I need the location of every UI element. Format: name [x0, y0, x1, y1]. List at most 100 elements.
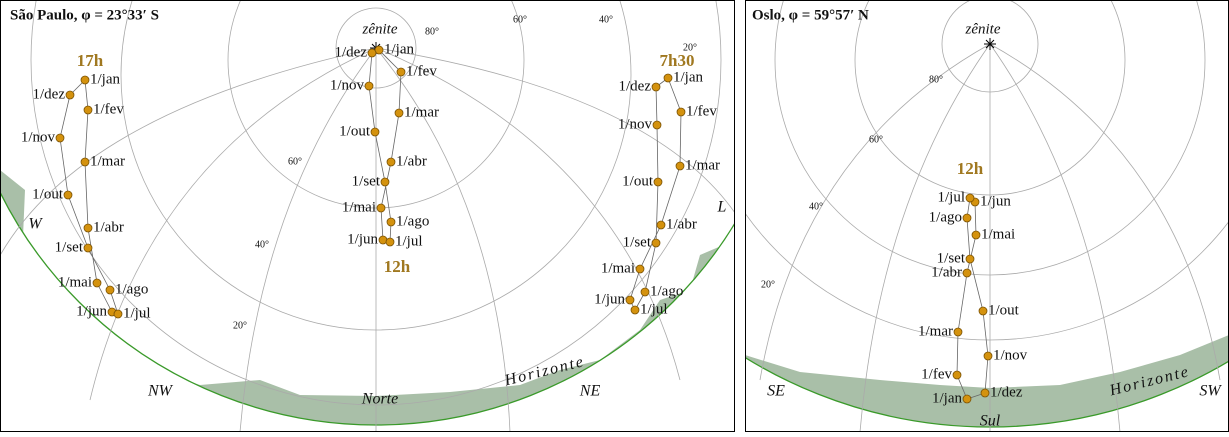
date-label: 1/set — [937, 250, 966, 266]
date-label: 1/dez — [990, 384, 1023, 400]
date-label: 1/out — [622, 173, 654, 189]
date-label: 1/abr — [666, 216, 697, 232]
sun-position — [978, 306, 988, 316]
altitude-label: 60° — [288, 156, 302, 167]
sun-position — [653, 177, 663, 187]
time-label: 17h — [77, 51, 104, 70]
panel-right — [745, 0, 1229, 432]
date-label: 1/dez — [619, 78, 652, 94]
altitude-label: 20° — [233, 320, 247, 331]
sun-position — [953, 327, 963, 337]
date-label: 1/set — [623, 234, 652, 250]
sun-position — [962, 268, 972, 278]
sun-position — [635, 264, 645, 274]
date-label: 1/out — [32, 186, 64, 202]
sun-position — [55, 133, 65, 143]
time-label: 7h30 — [660, 51, 695, 70]
sun-position — [962, 213, 972, 223]
date-label: 1/jan — [384, 41, 414, 57]
altitude-label: 40° — [255, 239, 269, 250]
sun-position — [83, 243, 93, 253]
altitude-label: 80° — [929, 74, 943, 85]
date-label: 1/abr — [93, 219, 124, 235]
sun-position — [364, 81, 374, 91]
direction-label: L — [717, 199, 727, 216]
date-label: 1/mai — [601, 260, 635, 276]
sun-position — [370, 127, 380, 137]
sun-position — [675, 161, 685, 171]
date-label: 1/fev — [406, 63, 437, 79]
sun-position — [92, 278, 102, 288]
sun-position — [380, 177, 390, 187]
direction-label: SW — [1199, 383, 1222, 400]
sun-position — [367, 48, 377, 58]
date-label: 1/abr — [396, 153, 427, 169]
sun-position — [65, 90, 75, 100]
sun-position — [625, 295, 635, 305]
date-label: 1/jul — [395, 233, 423, 249]
sun-position — [113, 309, 123, 319]
sun-position — [630, 305, 640, 315]
sun-position — [656, 220, 666, 230]
date-label: 1/mai — [58, 274, 92, 290]
date-label: 1/out — [988, 302, 1020, 318]
date-label: 1/set — [55, 239, 84, 255]
date-label: 1/jun — [594, 291, 625, 307]
date-label: 1/jul — [123, 305, 151, 321]
sun-position — [396, 67, 406, 77]
date-label: 1/jan — [673, 69, 703, 85]
sun-position — [640, 287, 650, 297]
sun-position — [63, 190, 73, 200]
sun-position — [651, 82, 661, 92]
date-label: 1/jun — [347, 231, 378, 247]
date-label: 1/mai — [981, 226, 1015, 242]
date-label: 1/ago — [929, 209, 962, 225]
date-label: 1/dez — [335, 44, 368, 60]
content: São Paulo, φ = 23°33′ SzêniteHorizonte80… — [10, 7, 1222, 429]
sun-position — [676, 107, 686, 117]
sun-position — [83, 223, 93, 233]
zenith-label: zênite — [965, 21, 1001, 37]
date-label: 1/nov — [993, 347, 1028, 363]
altitude-label: 20° — [683, 42, 697, 53]
sun-position — [386, 157, 396, 167]
date-label: 1/nov — [330, 77, 365, 93]
direction-label: W — [28, 216, 43, 233]
sun-position — [80, 75, 90, 85]
time-label: 12h — [957, 159, 984, 178]
date-label: 1/set — [352, 173, 381, 189]
date-label: 1/jan — [90, 71, 120, 87]
direction-label: SE — [767, 383, 785, 400]
sun-position — [105, 285, 115, 295]
sun-position — [394, 108, 404, 118]
sun-position — [83, 105, 93, 115]
sun-position — [962, 394, 972, 404]
date-label: 1/mar — [90, 153, 125, 169]
direction-label: Norte — [361, 391, 398, 408]
date-label: 1/jan — [932, 390, 962, 406]
altitude-label: 40° — [809, 201, 823, 212]
direction-label: NE — [579, 383, 601, 400]
sun-position — [952, 370, 962, 380]
date-label: 1/mar — [918, 323, 953, 339]
sun-position — [965, 193, 975, 203]
sun-position — [651, 238, 661, 248]
date-label: 1/ago — [396, 213, 429, 229]
date-label: 1/nov — [618, 116, 653, 132]
sun-position — [376, 203, 386, 213]
altitude-label: 60° — [513, 14, 527, 25]
date-label: 1/nov — [21, 129, 56, 145]
zenith-label: zênite — [362, 21, 398, 37]
date-label: 1/jun — [980, 193, 1011, 209]
date-label: 1/fev — [921, 366, 952, 382]
altitude-label: 40° — [599, 14, 613, 25]
sun-position — [80, 157, 90, 167]
date-label: 1/out — [339, 123, 371, 139]
sun-position — [652, 120, 662, 130]
date-label: 1/fev — [686, 103, 717, 119]
date-label: 1/ago — [115, 281, 148, 297]
date-label: 1/jun — [76, 303, 107, 319]
sun-position — [386, 217, 396, 227]
altitude-label: 20° — [761, 279, 775, 290]
